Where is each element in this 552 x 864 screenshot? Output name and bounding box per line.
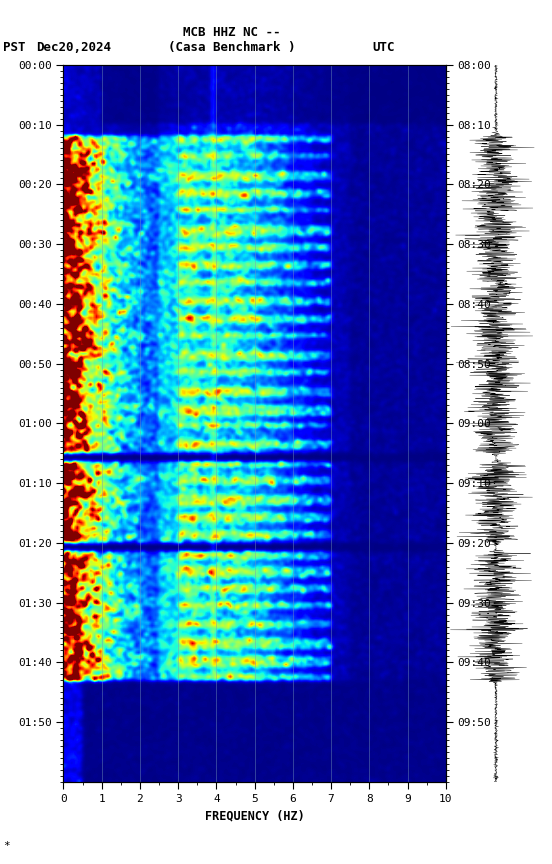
Text: (Casa Benchmark ): (Casa Benchmark ) xyxy=(168,41,295,54)
Text: *: * xyxy=(3,841,9,851)
Text: Dec20,2024: Dec20,2024 xyxy=(36,41,111,54)
Text: UTC: UTC xyxy=(373,41,395,54)
X-axis label: FREQUENCY (HZ): FREQUENCY (HZ) xyxy=(205,810,305,823)
Text: PST: PST xyxy=(3,41,25,54)
Text: MCB HHZ NC --: MCB HHZ NC -- xyxy=(183,26,280,39)
